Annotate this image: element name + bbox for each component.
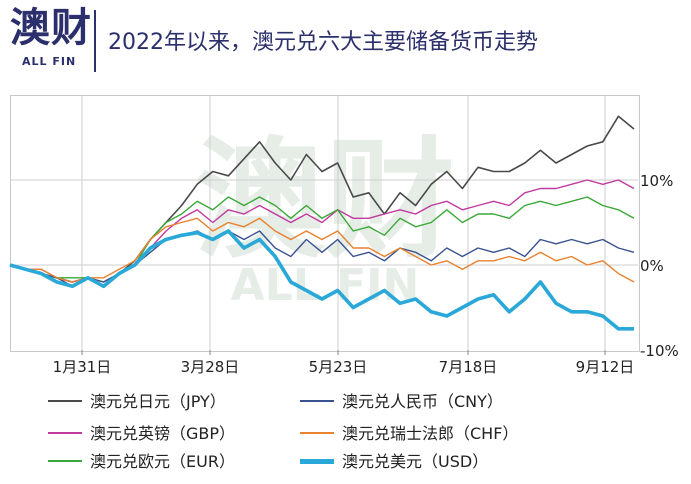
legend-label: 澳元兑欧元（EUR）	[90, 452, 235, 471]
legend-swatch	[300, 400, 334, 402]
y-tick-label: 0%	[640, 257, 664, 275]
x-tick-label: 3月28日	[181, 358, 240, 376]
x-tick-label: 7月18日	[439, 358, 498, 376]
x-tick-label: 5月23日	[309, 358, 368, 376]
logo-divider	[94, 10, 96, 72]
series-line-4	[9, 217, 635, 283]
legend-label: 澳元兑人民币（CNY）	[342, 392, 503, 411]
brand-logo: 澳财	[10, 5, 92, 51]
legend-swatch	[48, 432, 82, 434]
series-line-5	[9, 229, 634, 331]
legend-label: 澳元兑日元（JPY）	[90, 392, 226, 411]
legend-swatch	[300, 459, 334, 464]
plot-area	[10, 95, 640, 352]
watermark-logo-english: ALL FIN	[231, 260, 420, 311]
x-tick-label: 1月31日	[53, 358, 112, 376]
series-lines	[9, 115, 635, 331]
legend-label: 澳元兑瑞士法郎（CHF）	[342, 424, 519, 443]
legend-swatch	[48, 460, 82, 462]
brand-logo-english: ALL FIN	[22, 55, 77, 68]
legend: 澳元兑日元（JPY） 澳元兑英镑（GBP） 澳元兑欧元（EUR） 澳元兑人民币（…	[0, 388, 691, 484]
y-tick-label: 10%	[640, 172, 673, 190]
watermark: 澳财 ALL FIN	[195, 124, 455, 311]
line-chart: 澳财 ALL FIN 1月31日 3月28日 5月23日 7月18日 9月12日 10%…	[9, 95, 679, 376]
y-axis: 10% 0% -10%	[640, 172, 679, 360]
chart-title: 2022年以来，澳元兑六大主要储备货币走势	[108, 30, 538, 55]
x-axis: 1月31日 3月28日 5月23日 7月18日 9月12日	[53, 350, 635, 376]
legend-swatch	[48, 400, 82, 402]
legend-label: 澳元兑美元（USD）	[342, 452, 489, 471]
chart-header: 澳财 ALL FIN 2022年以来，澳元兑六大主要储备货币走势	[0, 0, 691, 80]
legend-label: 澳元兑英镑（GBP）	[90, 424, 236, 443]
legend-swatch	[300, 432, 334, 434]
x-tick-label: 9月12日	[576, 358, 635, 376]
y-tick-label: -10%	[640, 342, 679, 360]
